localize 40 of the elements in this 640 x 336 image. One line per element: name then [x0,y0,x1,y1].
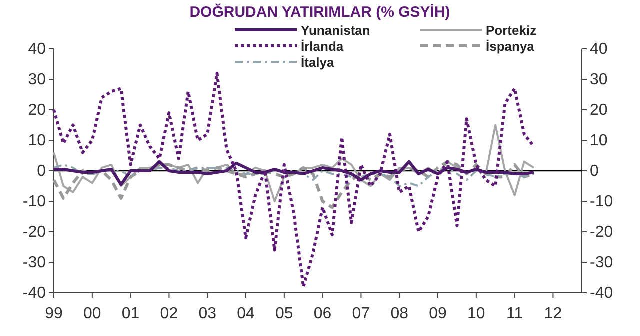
line-series [53,124,535,202]
x-tick-label: 03 [198,306,217,323]
x-tick-label: 05 [276,306,294,323]
y-tick-label: -10 [22,194,46,211]
x-tick-label: 11 [506,306,524,323]
x-tick-label: 02 [160,306,178,323]
chart-title: DOĞRUDAN YATIRIMLAR (% GSYİH) [190,3,450,21]
x-tick-label: 09 [429,306,447,323]
x-tick-label: 07 [352,306,370,323]
legend-label: İtalya [301,55,336,70]
y2-tick-label: -30 [590,254,614,272]
y2-tick-label: -40 [590,285,614,302]
y-tick-label: -20 [22,224,46,242]
y2-tick-label: -10 [590,194,614,211]
y2-tick-label: 10 [590,132,608,150]
legend-label: İrlanda [301,39,344,54]
x-tick-label: 01 [122,306,140,323]
x-tick-label: 99 [45,306,63,323]
x-tick-label: 10 [468,306,486,323]
x-tick-label: 00 [84,306,102,323]
x-tick-label: 12 [544,306,562,323]
y2-tick-label: 20 [590,102,608,120]
y-tick-label: 0 [37,163,46,180]
y-tick-label: -30 [22,254,46,272]
y-tick-label: 30 [28,72,46,89]
x-tick-label: 08 [390,306,409,323]
y-tick-label: -40 [22,285,46,302]
y2-tick-label: 0 [590,163,599,180]
y2-tick-label: 30 [590,72,608,89]
x-tick-label: 06 [314,306,332,323]
y2-tick-label: 40 [590,41,608,58]
y-tick-label: 20 [28,102,46,120]
y-tick-label: 10 [28,132,46,150]
legend-label: Portekiz [486,23,538,38]
line-series [52,72,536,288]
x-tick-label: 04 [237,306,255,323]
legend-label: İspanya [486,39,536,54]
y-tick-label: 40 [28,41,46,58]
legend-label: Yunanistan [301,23,370,38]
y2-tick-label: -20 [590,224,614,242]
